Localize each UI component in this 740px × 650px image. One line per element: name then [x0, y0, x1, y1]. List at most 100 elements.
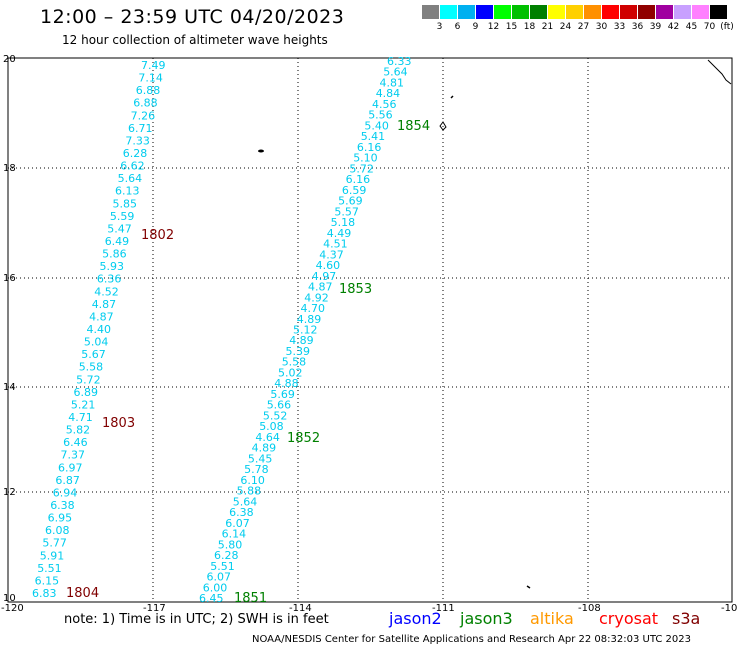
wave-height-value: 5.21 [71, 398, 96, 411]
wave-height-value: 5.86 [102, 248, 127, 261]
satellite-s3a: s3a [672, 609, 701, 628]
y-tick: 20 [3, 54, 16, 65]
legend-label: 42 [667, 22, 680, 32]
credit-line: NOAA/NESDIS Center for Satellite Applica… [252, 634, 691, 645]
y-tick: 12 [3, 487, 16, 498]
wave-height-value: 6.33 [387, 55, 412, 68]
satellite-jason3: jason3 [460, 609, 513, 628]
wave-height-value: 7.26 [131, 109, 156, 122]
wave-height-value: 6.00 [203, 581, 228, 594]
wave-height-value: 4.49 [327, 227, 352, 240]
wave-height-value: 7.49 [141, 59, 166, 72]
wave-height-value: 5.88 [237, 485, 262, 498]
wave-height-value: 6.15 [35, 574, 60, 587]
legend-label: 21 [541, 22, 554, 32]
land-features [258, 59, 732, 589]
wave-height-value: 5.93 [100, 260, 125, 273]
wave-height-value: 4.89 [252, 442, 277, 455]
wave-height-value: 5.47 [107, 222, 132, 235]
pass-time-1851: 1851 [234, 591, 267, 606]
wave-height-value: 4.84 [376, 87, 401, 100]
legend-swatch [476, 5, 493, 19]
wave-height-value: 6.07 [225, 517, 250, 530]
wave-height-value: 5.67 [81, 348, 106, 361]
legend-swatch [692, 5, 709, 19]
wave-height-value: 5.57 [334, 205, 359, 218]
wave-height-value: 5.91 [40, 549, 65, 562]
wave-height-value: 5.04 [84, 336, 109, 349]
legend-swatch [548, 5, 565, 19]
legend-swatch [584, 5, 601, 19]
legend-label: 3 [436, 22, 443, 32]
legend-label: 24 [559, 22, 572, 32]
wave-height-value: 6.88 [133, 97, 158, 110]
wave-height-value: 6.16 [357, 141, 382, 154]
wave-height-value: 4.40 [87, 323, 112, 336]
wave-height-value: 5.18 [331, 216, 356, 229]
wave-height-value: 6.62 [120, 160, 145, 173]
legend-label: 18 [523, 22, 536, 32]
island-b [258, 149, 264, 153]
wave-height-value: 6.36 [97, 273, 122, 286]
wave-height-value: 6.45 [199, 592, 224, 605]
wave-height-value: 4.51 [323, 238, 348, 251]
wave-height-value: 5.77 [42, 537, 67, 550]
west-satellite-track: 7.497.146.886.887.266.717.336.286.625.64… [32, 59, 166, 600]
legend-swatch [710, 5, 727, 19]
wave-height-value: 6.14 [222, 528, 247, 541]
wave-height-value: 5.51 [37, 562, 62, 575]
wave-height-value: 5.64 [233, 495, 257, 508]
x-tick: -10 [721, 603, 737, 614]
wave-height-value: 4.88 [274, 377, 299, 390]
legend-swatch [566, 5, 583, 19]
wave-height-value: 6.89 [74, 386, 99, 399]
wave-height-value: 4.89 [289, 334, 314, 347]
legend-swatch [620, 5, 637, 19]
wave-height-value: 5.58 [282, 356, 307, 369]
legend-swatch [512, 5, 529, 19]
legend-label: 12 [487, 22, 500, 32]
wave-height-value: 5.40 [364, 119, 389, 132]
wave-height-value: 5.66 [267, 399, 292, 412]
wave-height-value: 6.59 [342, 184, 367, 197]
wave-height-value: 6.49 [105, 235, 130, 248]
wave-height-value: 5.56 [368, 109, 393, 122]
wave-height-value: 6.13 [115, 185, 140, 198]
wave-height-value: 6.97 [58, 461, 83, 474]
legend-swatch [656, 5, 673, 19]
legend-swatch [530, 5, 547, 19]
satellite-cryosat: cryosat [599, 609, 659, 628]
x-tick: -120 [1, 603, 24, 614]
island-c [439, 121, 447, 131]
island-d [526, 585, 531, 589]
wave-height-value: 6.28 [123, 147, 148, 160]
legend-swatch [458, 5, 475, 19]
map-grid [8, 58, 732, 602]
x-tick: -108 [578, 603, 601, 614]
wave-height-value: 6.07 [207, 571, 232, 584]
wave-height-value: 6.16 [346, 173, 371, 186]
wave-height-value: 5.08 [259, 420, 284, 433]
pass-time-1854: 1854 [397, 119, 430, 134]
legend-swatch [422, 5, 439, 19]
legend-label: 70 [703, 22, 716, 32]
y-tick: 10 [3, 593, 16, 604]
axis-tick-labels: -120 -117 -114 -111 -108 -10 20 18 16 14… [1, 54, 737, 614]
wave-height-value: 5.12 [293, 324, 318, 337]
pass-time-labels: 1802 1803 1804 1851 1852 1853 1854 [66, 119, 430, 606]
legend-swatch [602, 5, 619, 19]
legend-label: 33 [613, 22, 626, 32]
legend-swatch [674, 5, 691, 19]
map-title: 12:00 – 23:59 UTC 04/20/2023 [40, 6, 345, 28]
wave-height-value: 5.58 [79, 361, 104, 374]
wave-height-value: 7.33 [125, 134, 149, 147]
wave-height-value: 5.72 [76, 373, 101, 386]
wave-height-value: 6.71 [128, 122, 153, 135]
wave-height-value: 6.38 [229, 506, 254, 519]
legend-label: 45 [685, 22, 698, 32]
wave-height-value: 6.88 [136, 84, 161, 97]
legend-label: 6 [454, 22, 461, 32]
pass-time-1804: 1804 [66, 586, 99, 601]
legend-swatch [440, 5, 457, 19]
wave-height-value: 6.95 [48, 512, 73, 525]
